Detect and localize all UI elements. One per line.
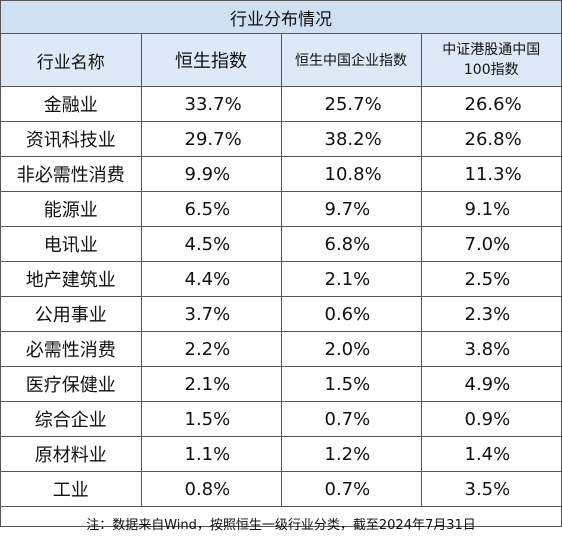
csi-weight-cell: 26.6% (421, 87, 561, 122)
hsi-weight-cell: 4.5% (141, 227, 281, 262)
hsi-weight-cell: 0.8% (141, 472, 281, 507)
hscei-weight-cell: 10.8% (281, 157, 421, 192)
csi-weight-cell: 3.8% (421, 332, 561, 367)
industry-name-cell: 能源业 (1, 192, 141, 227)
table-note: 注：数据来自Wind，按照恒生一级行业分类，截至2024年7月31日 (1, 507, 561, 539)
csi-weight-cell: 4.9% (421, 367, 561, 402)
header-csi-line-2: 100指数 (464, 62, 519, 78)
industry-name-cell: 金融业 (1, 87, 141, 122)
hsi-weight-cell: 6.5% (141, 192, 281, 227)
hscei-weight-cell: 0.6% (281, 297, 421, 332)
industry-name-cell: 必需性消费 (1, 332, 141, 367)
table-title: 行业分布情况 (1, 1, 561, 34)
table-note-row: 注：数据来自Wind，按照恒生一级行业分类，截至2024年7月31日 (1, 507, 561, 539)
hscei-weight-cell: 2.0% (281, 332, 421, 367)
industry-name-cell: 综合企业 (1, 402, 141, 437)
industry-name-cell: 地产建筑业 (1, 262, 141, 297)
hscei-weight-cell: 1.5% (281, 367, 421, 402)
csi-weight-cell: 2.5% (421, 262, 561, 297)
industry-name-cell: 非必需性消费 (1, 157, 141, 192)
csi-weight-cell: 26.8% (421, 122, 561, 157)
hscei-weight-cell: 9.7% (281, 192, 421, 227)
header-industry-name: 行业名称 (1, 34, 141, 87)
header-hang-seng-index: 恒生指数 (141, 34, 281, 87)
table-header-row: 行业名称 恒生指数 恒生中国企业指数 中证港股通中国 100指数 (1, 34, 561, 87)
csi-weight-cell: 3.5% (421, 472, 561, 507)
csi-weight-cell: 0.9% (421, 402, 561, 437)
hsi-weight-cell: 3.7% (141, 297, 281, 332)
hsi-weight-cell: 33.7% (141, 87, 281, 122)
hscei-weight-cell: 0.7% (281, 472, 421, 507)
hscei-weight-cell: 25.7% (281, 87, 421, 122)
hscei-weight-cell: 2.1% (281, 262, 421, 297)
industry-name-cell: 电讯业 (1, 227, 141, 262)
hsi-weight-cell: 1.1% (141, 437, 281, 472)
hsi-weight-cell: 4.4% (141, 262, 281, 297)
hsi-weight-cell: 29.7% (141, 122, 281, 157)
table-title-row: 行业分布情况 (1, 1, 561, 34)
hscei-weight-cell: 6.8% (281, 227, 421, 262)
hscei-weight-cell: 0.7% (281, 402, 421, 437)
header-csi-line-1: 中证港股通中国 (442, 42, 540, 58)
industry-name-cell: 原材料业 (1, 437, 141, 472)
csi-weight-cell: 9.1% (421, 192, 561, 227)
csi-weight-cell: 2.3% (421, 297, 561, 332)
industry-name-cell: 公用事业 (1, 297, 141, 332)
industry-name-cell: 资讯科技业 (1, 122, 141, 157)
csi-weight-cell: 7.0% (421, 227, 561, 262)
hsi-weight-cell: 1.5% (141, 402, 281, 437)
csi-weight-cell: 1.4% (421, 437, 561, 472)
hscei-weight-cell: 1.2% (281, 437, 421, 472)
csi-weight-cell: 11.3% (421, 157, 561, 192)
industry-name-cell: 工业 (1, 472, 141, 507)
hsi-weight-cell: 2.1% (141, 367, 281, 402)
industry-distribution-table-frame: 行业分布情况 行业名称 恒生指数 恒生中国企业指数 中证港股通中国 100指数 … (0, 0, 562, 527)
hsi-weight-cell: 2.2% (141, 332, 281, 367)
industry-name-cell: 医疗保健业 (1, 367, 141, 402)
header-csi-hk-connect-china-100-index: 中证港股通中国 100指数 (421, 34, 561, 87)
header-hang-seng-china-enterprises-index: 恒生中国企业指数 (281, 34, 421, 87)
hsi-weight-cell: 9.9% (141, 157, 281, 192)
hscei-weight-cell: 38.2% (281, 122, 421, 157)
